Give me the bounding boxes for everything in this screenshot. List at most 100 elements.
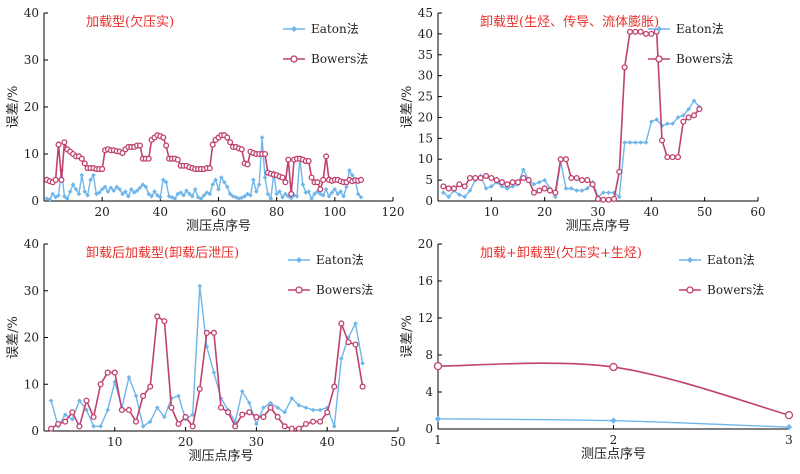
data-point — [175, 420, 182, 428]
data-point — [483, 186, 489, 191]
data-point — [633, 140, 638, 145]
data-point — [62, 194, 67, 199]
y-axis-label: 误差/% — [400, 315, 415, 358]
data-point — [247, 400, 252, 406]
data-point — [182, 413, 189, 421]
data-point — [323, 153, 330, 160]
y-tick-label: 0 — [31, 424, 39, 438]
data-point — [91, 172, 96, 178]
series-eaton — [44, 135, 364, 202]
legend-label: Bowers法 — [311, 52, 368, 66]
data-point — [120, 191, 125, 197]
data-point — [99, 165, 106, 173]
data-point — [312, 191, 317, 197]
x-tick-label: 40 — [644, 205, 659, 219]
data-point — [609, 362, 618, 372]
data-point — [176, 393, 181, 399]
data-point — [73, 186, 79, 192]
data-point — [288, 195, 294, 201]
data-point — [112, 379, 118, 385]
data-point — [349, 172, 355, 178]
data-point — [306, 189, 311, 194]
data-point — [244, 161, 251, 168]
x-tick-label: 60 — [750, 205, 765, 219]
data-point — [62, 418, 69, 425]
data-point — [638, 140, 643, 145]
data-point — [213, 177, 218, 183]
data-point — [291, 193, 297, 198]
data-point — [206, 165, 213, 172]
x-tick-label: 2 — [610, 433, 618, 447]
data-point — [104, 369, 111, 376]
data-point — [685, 114, 692, 121]
data-point — [181, 193, 186, 198]
data-point — [281, 423, 288, 430]
data-point — [94, 191, 99, 197]
data-point — [98, 424, 103, 429]
y-tick-label: 10 — [24, 377, 39, 391]
data-point — [50, 191, 56, 197]
data-point — [300, 182, 306, 187]
data-point — [146, 191, 151, 197]
data-point — [169, 194, 175, 200]
data-point — [163, 179, 169, 185]
y-tick-label: 20 — [24, 331, 39, 345]
data-point — [289, 395, 295, 401]
y-tick-label: 5 — [425, 173, 433, 187]
data-point — [324, 409, 331, 416]
data-point — [305, 158, 312, 165]
legend-marker — [655, 55, 663, 63]
data-point — [569, 186, 574, 191]
x-tick-label: 1 — [434, 433, 442, 447]
x-axis-label: 测压点序号 — [188, 449, 253, 464]
data-point — [521, 167, 526, 172]
x-tick-label: 120 — [382, 205, 405, 219]
data-point — [303, 405, 309, 410]
y-axis-label: 误差/% — [6, 316, 21, 359]
chart-panel-2: 0 5 10 15 20 25 30 35 40 45 10 20 30 40 50 60 测压点序号 误差/% 卸… — [400, 6, 766, 234]
data-point — [224, 184, 230, 190]
data-point — [137, 185, 143, 191]
data-point — [83, 397, 90, 404]
data-point — [154, 405, 160, 410]
data-point — [274, 413, 281, 421]
data-point — [172, 196, 178, 201]
x-tick-label: 30 — [590, 205, 605, 219]
data-point — [61, 139, 68, 146]
data-point — [161, 318, 168, 325]
data-point — [62, 412, 68, 417]
data-point — [265, 191, 271, 197]
data-point — [225, 409, 232, 416]
data-point — [621, 64, 628, 71]
data-point — [441, 190, 446, 195]
data-point — [302, 420, 310, 428]
data-point — [69, 409, 76, 416]
chart-title: 加载+卸载型(欠压实+生烃) — [480, 245, 642, 261]
data-point — [222, 179, 227, 185]
data-point — [76, 191, 82, 197]
data-point — [360, 360, 365, 366]
data-point — [274, 191, 279, 197]
data-point — [552, 189, 559, 196]
legend-marker — [291, 26, 297, 32]
x-tick-label: 30 — [249, 435, 264, 449]
data-point — [262, 175, 268, 180]
data-point — [530, 189, 538, 196]
data-point — [232, 423, 239, 430]
x-tick-label: 60 — [211, 205, 226, 219]
data-point — [111, 188, 117, 193]
data-point — [145, 155, 152, 162]
data-point — [664, 154, 671, 161]
data-point — [268, 196, 274, 201]
x-tick-label: 50 — [390, 435, 405, 449]
series-eaton — [441, 98, 702, 200]
data-point — [81, 160, 88, 167]
data-point — [52, 176, 59, 183]
legend: Eaton法 Bowers法 — [283, 22, 368, 66]
data-point — [601, 190, 606, 195]
data-point — [295, 425, 302, 432]
data-point — [246, 409, 253, 416]
data-point — [154, 313, 161, 320]
y-tick-label: 30 — [418, 69, 433, 83]
data-point — [79, 172, 85, 178]
